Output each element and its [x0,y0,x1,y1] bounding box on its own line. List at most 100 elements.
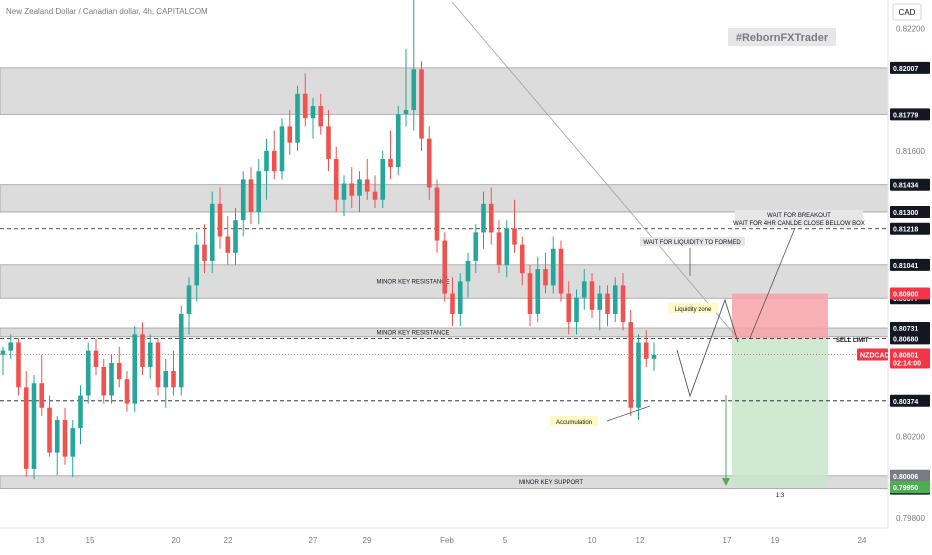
risk-reward-label: 1:3 [776,493,785,499]
price-tag-5-bg [890,258,930,271]
price-tag-2: 0.81434 [893,183,918,190]
candle-body [535,269,541,314]
candle-body [643,342,649,359]
candle-body [558,248,564,294]
candle-body [178,313,184,388]
candle-body [140,334,145,367]
candle-body [434,187,440,241]
candle-body [403,110,409,115]
watermark: #RebornFXTrader [736,32,829,44]
breakout-note-line2: WAIT FOR 4HR CANLDE CLOSE BELLOW BOX [733,221,865,227]
price-tick-2: 0.81600 [896,147,925,156]
price-tag-10: 0.80374 [893,399,918,406]
candle-body [597,293,603,310]
candle-body [0,350,6,355]
candle-body [426,138,432,188]
candle-body [132,334,138,404]
zone-label-2: MINOR KEY RESISTANCE [376,280,449,286]
accumulation-pointer [606,405,651,422]
candle-body [419,69,424,139]
candle-body [78,395,83,429]
candle-body [380,159,386,200]
key-zone-1 [0,184,889,213]
candle-body [163,371,169,388]
liquidity-zone-label: Liquidity zone [675,307,712,313]
candle-body [388,159,393,168]
price-tag-1: 0.81779 [893,112,918,119]
candle-body [54,419,60,453]
time-tick-2: 20 [172,536,181,545]
time-tick-8: 10 [588,536,597,545]
price-tag-9: 0.80680 [893,336,918,343]
candle-body [481,203,486,233]
candle-body [512,228,517,245]
candle-body [62,419,68,457]
stop-price-tag: 0.80900 [893,292,918,299]
price-tag-2-bg [890,178,930,191]
candle-body [395,114,401,168]
candle-body [566,293,572,323]
candle-body [310,106,316,119]
trend-line [451,1,736,336]
price-tag-10-bg [890,394,930,407]
candle-body [574,297,579,323]
projected-path [676,298,739,398]
currency-label: CAD [899,8,916,17]
price-tag-0: 0.82007 [893,66,918,73]
candle-body [442,240,448,294]
candle-body [240,179,246,221]
candle-body [248,179,254,213]
price-tag-6: 0.80877 [893,296,918,303]
price-tag-4: 0.81218 [893,227,918,234]
time-tick-6: Feb [440,536,454,545]
liquidity-note-box [640,237,745,246]
candle-body [318,106,324,127]
candle-body [302,93,308,119]
candle-body [357,179,362,196]
candle-body [504,228,510,266]
candle-body [256,171,262,213]
target-price-tag: 0.79950 [893,485,918,492]
price-tag-9-bg [890,332,930,345]
time-tick-3: 22 [224,536,233,545]
liquidity-note: WAIT FOR LIQUIDITY TO FORMED [643,240,741,246]
candle-body [295,93,300,143]
target-arrowhead [722,478,730,486]
watermark-box [728,28,836,46]
current-price-bg [890,348,930,369]
time-tick-12: 24 [858,536,867,545]
candle-body [147,342,153,367]
candle-body [287,126,293,143]
time-tick-10: 17 [723,536,732,545]
candle-body [233,220,238,253]
key-zone-0 [0,67,889,115]
candle-body [279,126,285,172]
candle-body [333,159,339,200]
price-tag-7: 0.80731 [893,326,918,333]
countdown-label: 02:14:00 [893,361,921,368]
take-profit-zone [732,338,828,488]
time-tick-7: 5 [503,536,508,545]
breakout-note-box [735,210,863,227]
candle-body [116,362,122,380]
currency-button[interactable] [892,3,922,21]
chart-title: New Zealand Dollar / Canadian dollar, 4h… [6,7,208,16]
candle-body [264,150,269,172]
candle-body [23,387,29,469]
zone-label-4: MINOR KEY SUPPORT [519,480,583,486]
price-tag-4-bg [890,222,930,235]
time-tick-4: 27 [309,536,318,545]
candle-body [217,203,223,237]
symbol-badge-bg [857,348,888,361]
stop-loss-zone [732,293,828,339]
candle-body [341,183,347,200]
price-tag-11: 0.80006 [893,474,918,481]
candle-body [155,342,161,388]
time-tick-9: 12 [636,536,645,545]
candle-body [186,285,192,314]
liquidity-zone-box [668,303,718,313]
candle-body [124,379,130,404]
candle-body [31,383,37,469]
